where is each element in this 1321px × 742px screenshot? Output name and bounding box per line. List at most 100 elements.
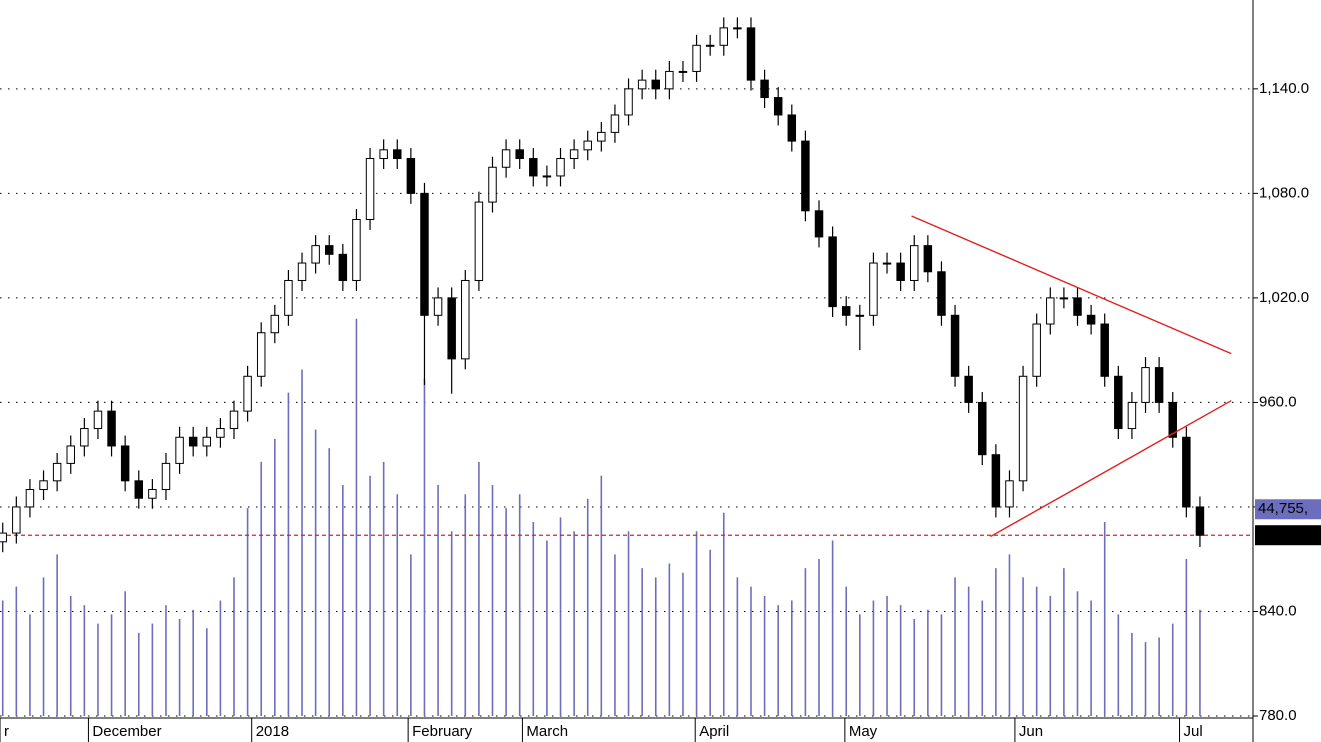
candle-body xyxy=(651,79,660,90)
candle-body xyxy=(1073,297,1082,316)
x-tick-label: Jun xyxy=(1019,723,1043,740)
candle-body xyxy=(107,410,116,447)
candle-body xyxy=(1018,375,1028,482)
candle-body xyxy=(909,245,919,281)
candle-body xyxy=(665,70,674,90)
volume-badge-box xyxy=(1255,499,1321,520)
candle-body xyxy=(583,140,592,151)
candle-body xyxy=(216,428,225,438)
candle-body xyxy=(1100,323,1109,377)
last-price-box xyxy=(1255,525,1321,546)
candle-body xyxy=(202,436,212,447)
candle-body xyxy=(420,192,429,316)
candle-body xyxy=(1141,367,1150,403)
candle-body xyxy=(515,149,524,160)
candle-body xyxy=(379,149,388,160)
candle-body xyxy=(964,375,973,403)
candle-body xyxy=(256,332,266,377)
candle-body xyxy=(1046,297,1055,325)
candle-body xyxy=(311,245,320,264)
y-tick-label: 1,080.0 xyxy=(1259,184,1309,201)
candle-body xyxy=(433,297,443,316)
candle-body xyxy=(1127,401,1137,430)
candle-body xyxy=(297,262,307,281)
candle-body xyxy=(488,166,497,203)
x-tick-label: May xyxy=(849,723,878,740)
trendline xyxy=(911,215,1232,355)
candle-body xyxy=(134,480,144,499)
candle-body xyxy=(1114,375,1123,430)
y-tick-label: 780.0 xyxy=(1259,707,1297,724)
candle-body xyxy=(801,140,810,212)
candle-body xyxy=(1059,297,1069,300)
candle-body xyxy=(1154,367,1164,403)
volume-badge-label: 44,755, xyxy=(1258,500,1308,517)
candle-body xyxy=(869,262,878,316)
candle-body xyxy=(719,27,729,46)
y-tick-label: 1,020.0 xyxy=(1259,289,1309,306)
candle-body xyxy=(624,88,633,116)
x-tick-label: December xyxy=(92,723,161,740)
x-tick-label: 2018 xyxy=(256,723,289,740)
candle-body xyxy=(855,314,865,317)
candle-body xyxy=(937,271,946,316)
candle-body xyxy=(229,410,239,430)
candle-body xyxy=(25,489,35,508)
candle-body xyxy=(243,375,252,412)
candle-body xyxy=(773,97,783,116)
candle-body xyxy=(1182,436,1191,508)
y-tick-label: 960.0 xyxy=(1259,393,1297,410)
candle-body xyxy=(175,436,184,464)
candle-body xyxy=(896,262,905,281)
candle-body xyxy=(692,44,701,72)
candle-body xyxy=(978,401,987,456)
x-tick-label: March xyxy=(526,723,568,740)
candle-body xyxy=(882,262,892,265)
candle-body xyxy=(733,27,742,30)
candle-body xyxy=(542,175,552,178)
candle-body xyxy=(12,506,21,534)
candle-body xyxy=(950,314,960,377)
x-tick-label: Jul xyxy=(1184,723,1203,740)
candle-body xyxy=(270,314,280,334)
candle-body xyxy=(637,79,647,90)
candle-body xyxy=(678,70,688,73)
candle-body xyxy=(787,114,797,142)
candle-body xyxy=(93,410,103,430)
candle-body xyxy=(352,219,361,281)
candle-body xyxy=(447,297,456,360)
x-tick-label: February xyxy=(412,723,473,740)
candle-body xyxy=(338,253,348,281)
candle-body xyxy=(39,480,48,491)
candle-body xyxy=(556,158,565,177)
candle-body xyxy=(746,27,756,81)
candle-body xyxy=(1005,480,1014,508)
volume-bars xyxy=(1,318,1201,716)
candle-body xyxy=(705,44,715,47)
candle-body xyxy=(393,149,402,160)
candle-body xyxy=(828,236,837,308)
candle-body xyxy=(841,306,851,316)
x-tick-label: April xyxy=(699,723,729,740)
trendline xyxy=(990,400,1232,538)
candle-body xyxy=(610,114,620,133)
candle-body xyxy=(597,131,606,142)
candle-body xyxy=(161,462,171,491)
candle-body xyxy=(1032,323,1041,377)
candle-body xyxy=(0,532,7,543)
candle-body xyxy=(324,245,334,255)
candle-body xyxy=(814,210,824,238)
candle-body xyxy=(501,149,511,168)
y-tick-label: 1,140.0 xyxy=(1259,80,1309,97)
candle-body xyxy=(569,149,579,160)
candle-body xyxy=(1195,506,1205,536)
candle-body xyxy=(365,158,375,221)
candle-body xyxy=(284,279,293,316)
candle-body xyxy=(529,158,538,177)
candle-body xyxy=(991,454,1001,508)
candle-body xyxy=(80,428,89,447)
candle-body xyxy=(52,462,62,482)
last-price-label: 883.77 xyxy=(1260,526,1306,543)
x-tick-label: r xyxy=(4,723,9,740)
